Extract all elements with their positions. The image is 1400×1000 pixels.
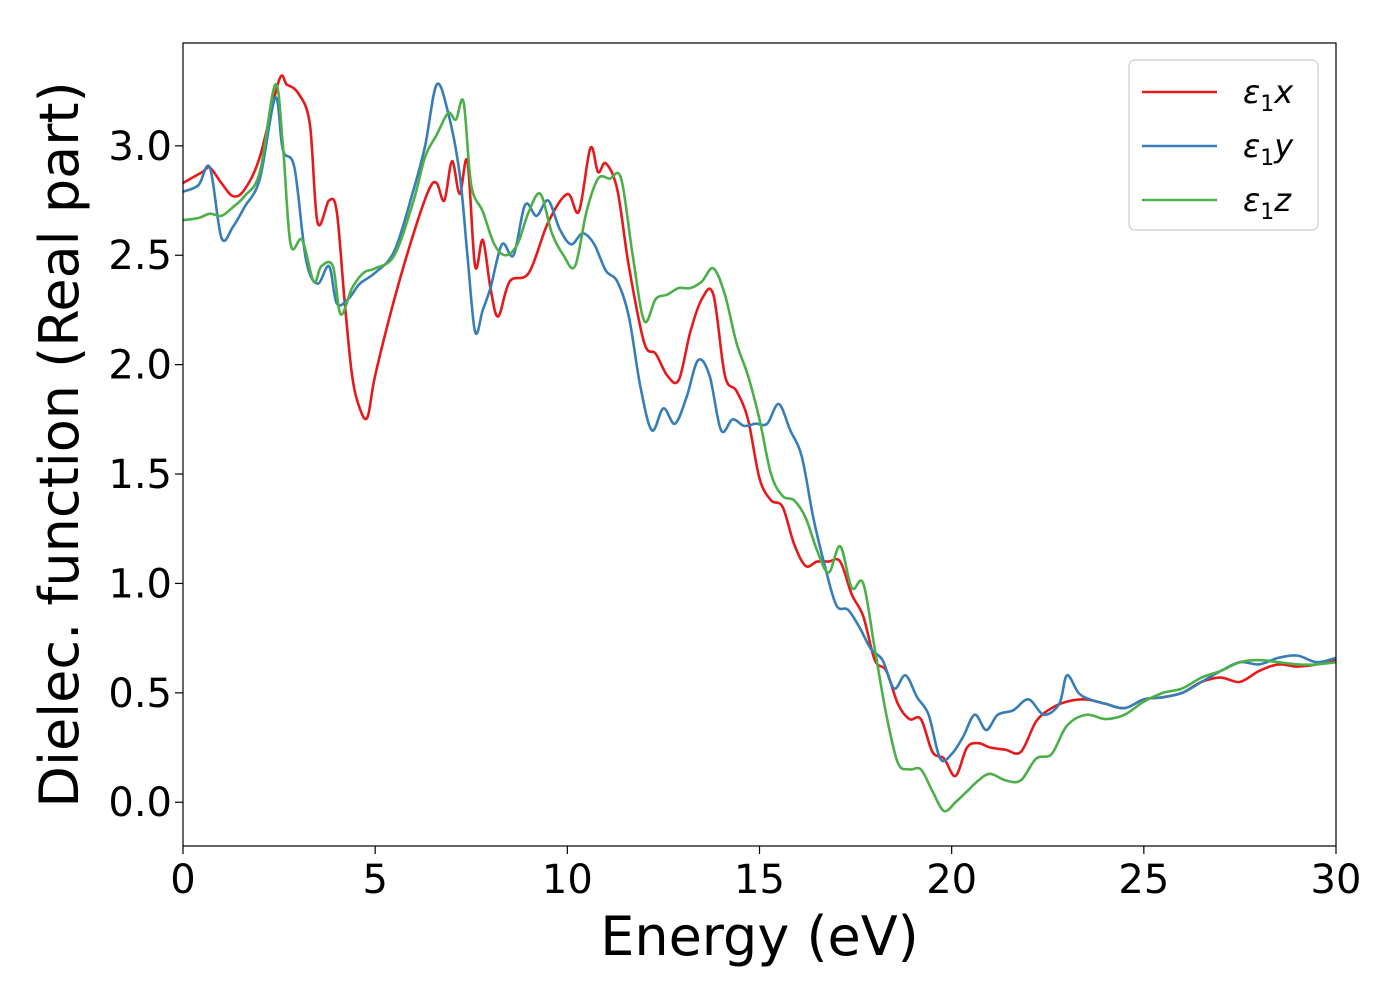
y-tick-label: 2.0 — [108, 343, 172, 389]
x-axis: 0 5 10 15 20 25 30 — [170, 846, 1361, 903]
y-tick-label: 2.5 — [108, 233, 172, 279]
x-tick-label: 0 — [170, 857, 195, 903]
x-tick-label: 25 — [1118, 857, 1169, 903]
y-tick-label: 1.0 — [108, 561, 172, 607]
x-tick-label: 30 — [1311, 857, 1362, 903]
y-tick-label: 1.5 — [108, 452, 172, 498]
y-axis-title: Dielec. function (Real part) — [28, 81, 91, 807]
y-axis: 0.0 0.5 1.0 1.5 2.0 2.5 3.0 — [108, 124, 183, 826]
x-tick-label: 10 — [542, 857, 593, 903]
x-axis-title: Energy (eV) — [600, 905, 919, 968]
y-tick-label: 0.5 — [108, 671, 172, 717]
legend-label-y: ε1y — [1243, 127, 1294, 171]
plot-area — [182, 74, 1337, 813]
series-line-z — [182, 83, 1337, 813]
legend-label-x: ε1x — [1243, 73, 1294, 117]
series-line-x — [182, 74, 1337, 778]
legend: ε1x ε1y ε1z — [1128, 59, 1319, 231]
y-tick-label: 3.0 — [108, 124, 172, 170]
x-tick-label: 5 — [362, 857, 387, 903]
series-line-y — [182, 82, 1337, 763]
x-tick-label: 20 — [926, 857, 977, 903]
y-tick-label: 0.0 — [108, 780, 172, 826]
legend-label-z: ε1z — [1243, 181, 1292, 225]
x-tick-label: 15 — [734, 857, 785, 903]
legend-frame — [1128, 59, 1319, 231]
